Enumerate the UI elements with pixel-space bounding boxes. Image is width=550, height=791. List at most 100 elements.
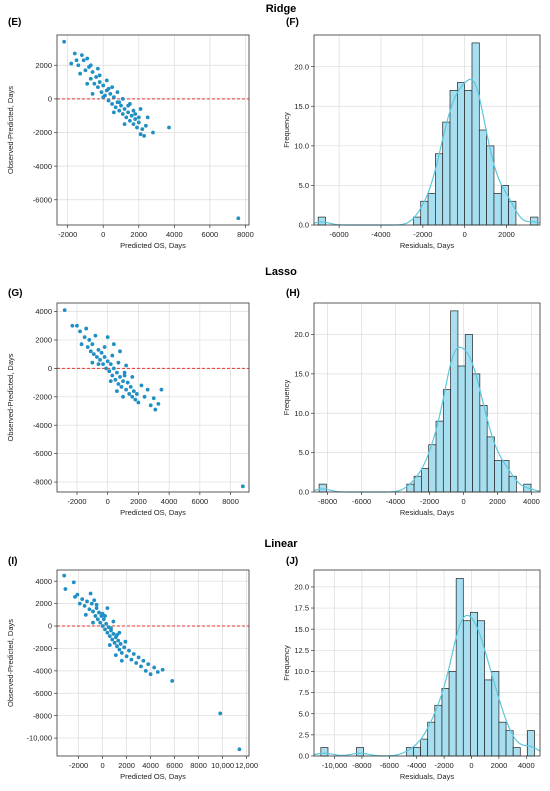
x-axis-label: Residuals, Days (400, 508, 454, 517)
plot-frame (313, 569, 541, 757)
data-point (111, 619, 116, 624)
x-tick-label: 12,000 (235, 761, 258, 770)
y-tick-label: 5.0 (299, 709, 309, 718)
histogram-bar (527, 730, 535, 757)
data-point (62, 573, 67, 578)
data-point (131, 389, 136, 394)
data-point (122, 645, 127, 650)
histogram-bar (494, 460, 503, 493)
data-point (167, 125, 171, 130)
data-point (62, 308, 67, 313)
panel-label-j: (J) (286, 556, 298, 567)
data-point (110, 637, 115, 642)
x-tick-label: 2000 (489, 497, 506, 506)
data-point (97, 73, 102, 78)
histogram-bar (470, 611, 478, 757)
histogram-bar (317, 216, 326, 226)
x-tick-label: 4000 (161, 497, 178, 506)
histogram-bar (486, 436, 495, 493)
data-point (123, 639, 128, 644)
data-point (111, 95, 116, 100)
data-point (119, 103, 123, 108)
data-point (107, 369, 112, 374)
y-tick-label: 10.0 (294, 141, 309, 150)
x-tick-label: 0 (469, 761, 473, 770)
data-point (94, 75, 99, 79)
data-point (104, 366, 109, 371)
data-point (95, 617, 100, 622)
data-point (85, 81, 90, 86)
histogram-bar (479, 405, 488, 493)
x-tick-label: 4000 (142, 761, 159, 770)
y-tick-label: 20.0 (294, 62, 309, 71)
histogram-bar (442, 121, 451, 226)
data-point (80, 597, 85, 602)
data-point (118, 349, 122, 354)
y-tick-label: 10.0 (294, 409, 309, 418)
y-tick-label: 2000 (35, 599, 52, 608)
data-point (110, 373, 115, 378)
y-tick-label: -8000 (33, 478, 52, 487)
data-point (138, 132, 143, 137)
data-point (135, 125, 139, 130)
data-point (119, 651, 124, 655)
data-point (103, 627, 107, 632)
data-point (130, 394, 135, 399)
data-point (127, 648, 131, 653)
plot-frame (56, 34, 250, 226)
data-point (62, 39, 67, 44)
data-point (77, 601, 82, 606)
histogram-bar (420, 200, 429, 226)
x-axis-label: Predicted OS, Days (120, 508, 186, 517)
data-point (104, 621, 109, 626)
histogram-bar (477, 620, 486, 757)
data-point (134, 392, 139, 396)
data-point (82, 603, 87, 608)
histogram-bar (318, 483, 327, 493)
x-tick-label: -2000 (420, 497, 439, 506)
data-point (116, 360, 121, 365)
data-point (91, 620, 95, 625)
data-point (146, 662, 151, 667)
x-tick-label: -2000 (69, 761, 88, 770)
data-point (84, 326, 89, 331)
data-point (136, 120, 141, 125)
x-tick-label: 2000 (498, 230, 515, 239)
y-tick-label: 15.0 (294, 625, 309, 634)
y-tick-label: -4000 (33, 421, 52, 430)
data-point (148, 672, 153, 677)
data-point (124, 363, 129, 368)
data-point (117, 100, 122, 105)
x-tick-label: -2000 (67, 497, 86, 506)
data-point (96, 362, 101, 367)
y-tick-label: 17.5 (294, 604, 309, 613)
x-tick-label: 2000 (118, 761, 135, 770)
data-point (153, 407, 158, 412)
data-point (124, 387, 129, 392)
data-point (111, 631, 116, 636)
data-point (133, 112, 138, 116)
data-point (100, 611, 105, 616)
y-tick-label: 0 (48, 94, 52, 103)
data-point (115, 633, 119, 637)
y-tick-label: -4000 (33, 162, 52, 171)
row-title-lasso: Lasso (265, 266, 297, 278)
data-point (113, 377, 118, 382)
data-point (143, 123, 148, 128)
data-point (70, 323, 75, 328)
plot-frame (56, 302, 250, 493)
data-point (124, 654, 129, 659)
y-tick-label: 4000 (35, 577, 52, 586)
y-tick-label: -2000 (33, 644, 52, 653)
data-point (160, 667, 165, 672)
data-point (122, 122, 127, 127)
data-point (98, 357, 102, 362)
data-point (136, 115, 141, 120)
x-tick-label: -8000 (352, 761, 371, 770)
data-point (152, 665, 157, 670)
data-point (101, 95, 106, 100)
data-point (108, 379, 113, 384)
data-point (117, 108, 122, 113)
data-point (91, 609, 95, 614)
data-point (115, 644, 119, 649)
